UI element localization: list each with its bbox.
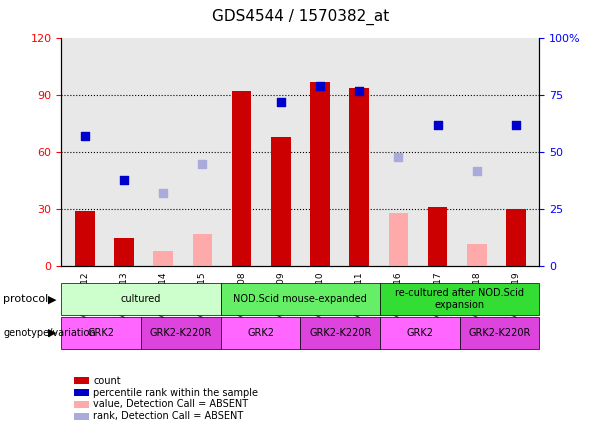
Text: GDS4544 / 1570382_at: GDS4544 / 1570382_at xyxy=(211,9,389,25)
Text: GRK2: GRK2 xyxy=(406,328,433,338)
Point xyxy=(354,87,364,94)
Text: GRK2-K220R: GRK2-K220R xyxy=(150,328,212,338)
Point xyxy=(119,176,129,183)
Text: percentile rank within the sample: percentile rank within the sample xyxy=(93,387,258,398)
Text: count: count xyxy=(93,376,121,386)
Text: value, Detection Call = ABSENT: value, Detection Call = ABSENT xyxy=(93,399,248,409)
Point xyxy=(197,160,207,167)
Bar xyxy=(114,238,134,266)
Point xyxy=(80,133,89,140)
Text: NOD.Scid mouse-expanded: NOD.Scid mouse-expanded xyxy=(234,294,367,304)
Text: GRK2-K220R: GRK2-K220R xyxy=(468,328,531,338)
Bar xyxy=(389,213,408,266)
Text: genotype/variation: genotype/variation xyxy=(3,328,96,338)
Bar xyxy=(271,137,291,266)
Bar xyxy=(192,234,212,266)
Point xyxy=(472,167,482,174)
Bar xyxy=(467,244,487,266)
Text: ▶: ▶ xyxy=(48,294,56,304)
Text: re-cultured after NOD.Scid
expansion: re-cultured after NOD.Scid expansion xyxy=(395,288,524,310)
Bar xyxy=(310,82,330,266)
Text: ▶: ▶ xyxy=(48,328,56,338)
Bar xyxy=(153,251,173,266)
Bar xyxy=(75,212,94,266)
Point xyxy=(433,121,443,128)
Bar xyxy=(428,208,447,266)
Point xyxy=(276,99,286,105)
Text: cultured: cultured xyxy=(121,294,161,304)
Bar xyxy=(506,209,526,266)
Point xyxy=(511,121,521,128)
Text: rank, Detection Call = ABSENT: rank, Detection Call = ABSENT xyxy=(93,411,243,421)
Text: GRK2-K220R: GRK2-K220R xyxy=(309,328,371,338)
Text: GRK2: GRK2 xyxy=(88,328,115,338)
Text: protocol: protocol xyxy=(3,294,48,304)
Text: GRK2: GRK2 xyxy=(247,328,274,338)
Point xyxy=(158,190,168,197)
Bar xyxy=(232,91,251,266)
Bar xyxy=(349,88,369,266)
Point xyxy=(315,82,325,89)
Point xyxy=(394,154,403,160)
